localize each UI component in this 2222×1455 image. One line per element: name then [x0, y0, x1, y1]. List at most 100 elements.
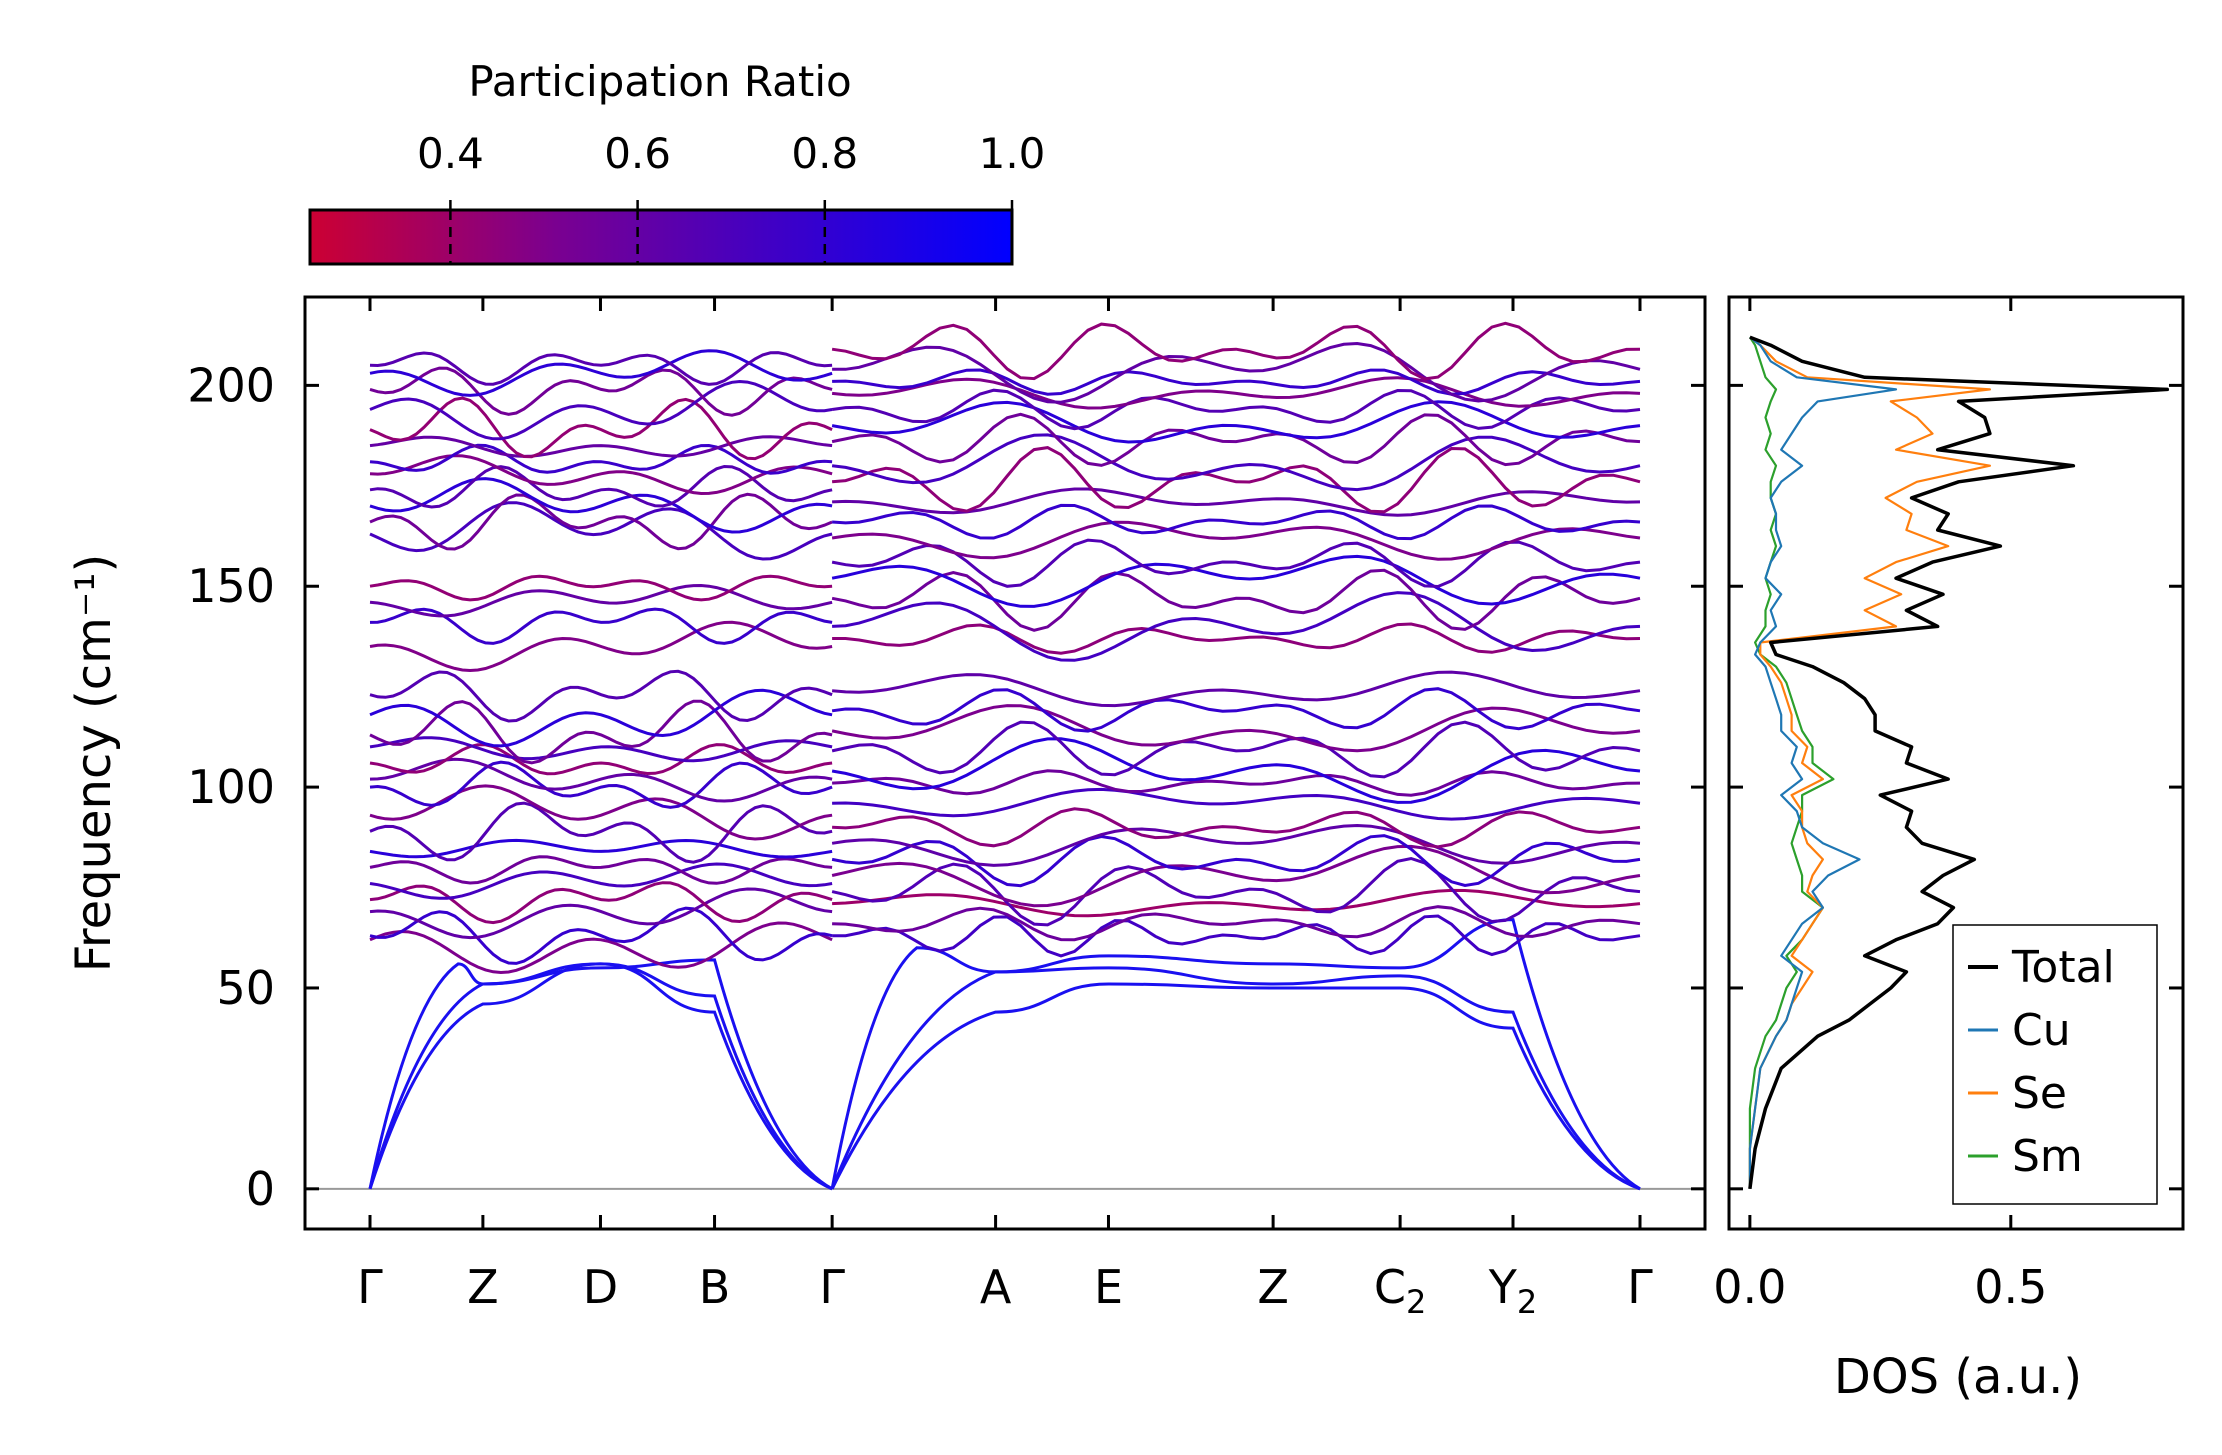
y-tick-label: 200 — [187, 358, 275, 412]
optical-band — [369, 838, 833, 859]
dos-line-sm — [1748, 336, 1835, 1189]
optical-band — [832, 341, 1641, 404]
kpoint-label: Y2 — [1488, 1260, 1537, 1321]
legend-label-sm: Sm — [2012, 1131, 2083, 1182]
optical-band — [831, 704, 1641, 753]
colorbar-tick-label: 1.0 — [979, 129, 1046, 178]
kpoint-label: C2 — [1374, 1260, 1426, 1321]
legend-label-total: Total — [2011, 942, 2115, 993]
optical-band — [369, 351, 833, 386]
colorbar-tick-label: 0.4 — [417, 129, 484, 178]
legend: Total Cu Se Sm — [1952, 924, 2158, 1205]
dos-x-tick-label: 0.5 — [1974, 1260, 2047, 1314]
y-axis-label: Frequency (cm⁻¹) — [66, 554, 122, 972]
kpoint-label: B — [699, 1260, 731, 1314]
y-tick-label: 50 — [216, 961, 275, 1015]
acoustic-branch — [830, 966, 1641, 1191]
optical-band — [831, 737, 1641, 804]
optical-band — [832, 888, 1641, 918]
optical-band — [369, 862, 833, 900]
optical-band — [369, 620, 833, 673]
optical-band — [369, 760, 833, 809]
optical-band — [369, 583, 833, 618]
optical-band — [832, 622, 1641, 655]
optical-band — [369, 435, 833, 458]
kpoint-label: Γ — [819, 1260, 845, 1314]
optical-band — [369, 396, 833, 461]
optical-band — [831, 412, 1641, 467]
optical-band — [369, 699, 833, 765]
optical-band — [369, 855, 833, 885]
optical-band — [369, 574, 833, 602]
colorbar-title: Participation Ratio — [468, 57, 851, 106]
acoustic-branch — [830, 982, 1641, 1191]
colorbar-tick-label: 0.6 — [604, 129, 671, 178]
optical-band — [369, 349, 833, 397]
optical-band — [831, 520, 1641, 561]
optical-band — [832, 487, 1641, 517]
kpoint-label: E — [1094, 1260, 1123, 1314]
optical-band — [832, 787, 1641, 821]
legend-label-se: Se — [2012, 1068, 2067, 1119]
optical-band — [832, 591, 1641, 662]
optical-band — [369, 669, 833, 723]
acoustic-branch — [368, 958, 833, 1191]
band-axes-frame — [303, 295, 1707, 1231]
optical-band — [832, 807, 1641, 849]
optical-band — [369, 501, 833, 561]
optical-band — [369, 477, 833, 534]
optical-band — [831, 433, 1641, 492]
band-structure-panel: 0 50 100 150 200 Γ Z D B Γ A E Z C2 Y2 Γ Frequency (cm… — [66, 295, 1707, 1321]
acoustic-branch — [830, 918, 1641, 1191]
optical-band — [831, 321, 1641, 381]
optical-band — [832, 769, 1641, 797]
dos-axes-frame — [1727, 295, 2185, 1231]
optical-band — [369, 464, 833, 509]
colorbar-gradient — [308, 208, 1014, 266]
optical-band — [831, 823, 1641, 867]
optical-band — [369, 921, 833, 975]
acoustic-branch — [368, 962, 833, 1191]
optical-band — [369, 443, 833, 475]
optical-band — [832, 503, 1641, 541]
optical-band — [369, 887, 833, 940]
acoustic-branch — [368, 962, 833, 1191]
optical-band — [369, 736, 833, 763]
kpoint-label: Z — [1257, 1260, 1289, 1314]
optical-band — [831, 856, 1641, 927]
colorbar-tick-label: 0.8 — [791, 129, 858, 178]
optical-band — [831, 568, 1641, 632]
optical-band — [369, 688, 833, 748]
dos-line-cu — [1748, 336, 1898, 1189]
legend-label-cu: Cu — [2012, 1005, 2071, 1056]
dos-x-tick-label: 0.0 — [1713, 1260, 1786, 1314]
optical-band — [369, 906, 833, 965]
optical-band — [831, 844, 1641, 908]
dos-line-se — [1748, 336, 1991, 1189]
optical-band — [369, 801, 833, 864]
optical-band — [831, 670, 1641, 708]
optical-band — [831, 376, 1641, 410]
dos-line-total — [1748, 335, 2170, 1190]
y-tick-label: 150 — [187, 559, 275, 613]
optical-band — [369, 366, 833, 417]
y-tick-label: 0 — [246, 1162, 275, 1216]
kpoint-label: D — [583, 1260, 618, 1314]
optical-band — [831, 720, 1641, 779]
kpoint-label: Z — [467, 1260, 499, 1314]
optical-band — [831, 834, 1641, 888]
optical-band — [369, 454, 833, 496]
kpoint-label: Γ — [357, 1260, 383, 1314]
optical-band — [832, 905, 1641, 942]
y-tick-label: 100 — [187, 760, 275, 814]
kpoint-label: A — [980, 1260, 1012, 1314]
optical-band — [832, 368, 1641, 396]
optical-band — [369, 784, 833, 841]
colorbar: Participation Ratio 0.4 0.6 0.8 1.0 — [308, 57, 1046, 266]
optical-band — [831, 554, 1641, 608]
optical-band — [831, 446, 1641, 514]
optical-band — [369, 607, 833, 645]
dos-x-axis-label: DOS (a.u.) — [1834, 1349, 2082, 1405]
kpoint-label: Γ — [1627, 1260, 1653, 1314]
